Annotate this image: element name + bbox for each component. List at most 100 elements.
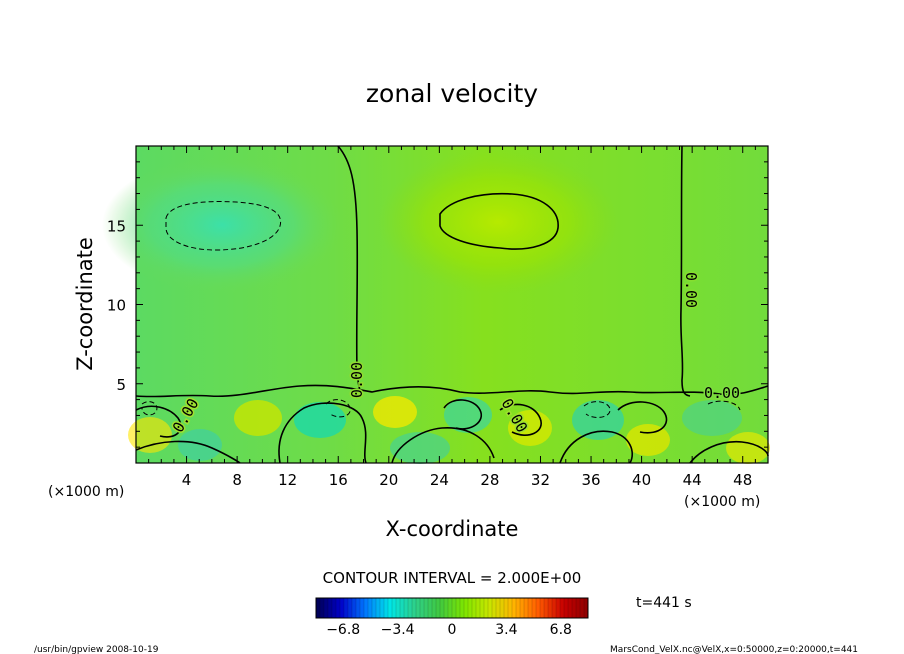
colorbar-cell (388, 598, 393, 618)
x-tick-label: 40 (632, 471, 651, 489)
contour-interval: CONTOUR INTERVAL = 2.000E+00 (323, 569, 582, 587)
colorbar-cell (408, 598, 413, 618)
colorbar-cell (340, 598, 345, 618)
colorbar-cell (424, 598, 429, 618)
colorbar-tick-label: 0 (448, 622, 457, 638)
colorbar-cell (556, 598, 561, 618)
colorbar-cell (452, 598, 457, 618)
colorbar-cell (328, 598, 333, 618)
colorbar-cell (440, 598, 445, 618)
colorbar-tick-label: 6.8 (550, 622, 572, 638)
colorbar-cell (400, 598, 405, 618)
colorbar-cell (564, 598, 569, 618)
colorbar-cell (432, 598, 437, 618)
colorbar-cell (444, 598, 449, 618)
colorbar-cell (476, 598, 481, 618)
colorbar-cell (472, 598, 477, 618)
zero-label-right: 0.00 (682, 272, 700, 308)
x-tick-label: 28 (480, 471, 499, 489)
x-tick-label: 12 (278, 471, 297, 489)
y-axis-title: Z-coordinate (73, 237, 97, 371)
colorbar-tick-label: −3.4 (381, 622, 415, 638)
colorbar-cell (492, 598, 497, 618)
x-tick-label: 48 (733, 471, 752, 489)
colorbar-cell (568, 598, 573, 618)
colorbar-cell (416, 598, 421, 618)
colorbar-cell (356, 598, 361, 618)
colorbar-cell (500, 598, 505, 618)
colorbar-cell (584, 598, 589, 618)
colorbar-strip (315, 598, 589, 618)
colorbar-tick-label: 3.4 (495, 622, 517, 638)
x-axis: 4 8 12 16 20 24 28 32 36 40 44 48 (148, 146, 756, 489)
colorbar-ticks: −6.8 −3.4 0 3.4 6.8 (326, 622, 572, 638)
colorbar-cell (516, 598, 521, 618)
colorbar-cell (404, 598, 409, 618)
x-tick-label: 32 (531, 471, 550, 489)
footer-right: MarsCond_VelX.nc@VelX,x=0:50000,z=0:2000… (610, 645, 858, 654)
y-tick-label: 10 (107, 297, 126, 315)
colorbar-cell (336, 598, 341, 618)
x-axis-title: X-coordinate (386, 517, 519, 541)
colorbar-cell (396, 598, 401, 618)
positive-max-region (378, 150, 618, 294)
colorbar-cell (532, 598, 537, 618)
lower-turbulent-layer (128, 396, 770, 464)
colorbar-cell (412, 598, 417, 618)
chart-title: zonal velocity (366, 79, 538, 108)
colorbar-cell (524, 598, 529, 618)
x-tick-label: 8 (232, 471, 242, 489)
y-tick-label: 5 (116, 376, 126, 394)
colorbar-cell (448, 598, 453, 618)
colorbar-cell (544, 598, 549, 618)
colorbar-cell (536, 598, 541, 618)
colorbar-cell (520, 598, 525, 618)
colorbar-cell (320, 598, 325, 618)
x-tick-label: 16 (329, 471, 348, 489)
colorbar-cell (368, 598, 373, 618)
colorbar-cell (548, 598, 553, 618)
colorbar-cell (384, 598, 389, 618)
y-tick-label: 15 (107, 217, 126, 235)
colorbar-cell (348, 598, 353, 618)
colorbar-cell (540, 598, 545, 618)
negative-contours (141, 201, 741, 418)
x-tick-label: 24 (430, 471, 449, 489)
colorbar: −6.8 −3.4 0 3.4 6.8 (315, 597, 589, 638)
x-tick-label: 4 (182, 471, 192, 489)
colorbar-cell (460, 598, 465, 618)
colorbar-cell (576, 598, 581, 618)
x-tick-label: 36 (581, 471, 600, 489)
colorbar-cell (528, 598, 533, 618)
colorbar-cell (456, 598, 461, 618)
y-axis: 5 10 15 (107, 161, 768, 448)
colorbar-cell (360, 598, 365, 618)
colorbar-cell (428, 598, 433, 618)
negative-min-region (102, 157, 342, 293)
colorbar-cell (316, 598, 321, 618)
colorbar-cell (512, 598, 517, 618)
x-unit-label-right: (×1000 m) (684, 494, 760, 510)
colorbar-cell (344, 598, 349, 618)
colorbar-cell (332, 598, 337, 618)
colorbar-cell (488, 598, 493, 618)
colorbar-cell (480, 598, 485, 618)
colorbar-cell (504, 598, 509, 618)
zero-label-left: 0.00 (348, 362, 366, 398)
colorbar-cell (372, 598, 377, 618)
colorbar-cell (324, 598, 329, 618)
x-unit-label-left: (×1000 m) (48, 484, 124, 500)
colorbar-tick-label: −6.8 (326, 622, 360, 638)
colorbar-cell (572, 598, 577, 618)
contour-lines (135, 145, 769, 464)
footer-left: /usr/bin/gpview 2008-10-19 (34, 645, 159, 654)
colorbar-cell (436, 598, 441, 618)
x-tick-label: 44 (683, 471, 702, 489)
zero-label-bottom-right: 0.00 (704, 384, 740, 402)
x-tick-label: 20 (379, 471, 398, 489)
colorbar-cell (484, 598, 489, 618)
colorbar-cell (420, 598, 425, 618)
colorbar-cell (560, 598, 565, 618)
colorbar-cell (392, 598, 397, 618)
